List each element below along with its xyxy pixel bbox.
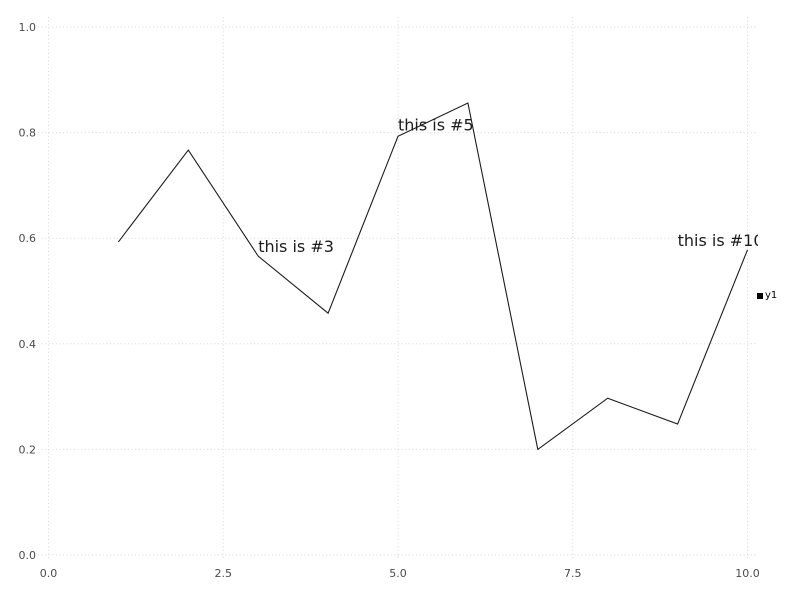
x-tick-label: 10.0 <box>735 567 760 580</box>
annotation-label: this is #10 <box>678 231 764 250</box>
y-tick-label: 1.0 <box>19 21 37 34</box>
y-tick-label: 0.8 <box>19 127 37 140</box>
x-tick-label: 0.0 <box>40 567 58 580</box>
series-line-y1 <box>117 102 749 451</box>
y-tick-label: 0.2 <box>19 443 37 456</box>
legend: y1 <box>757 290 777 302</box>
y-tick-label: 0.6 <box>19 232 37 245</box>
x-tick-label: 2.5 <box>215 567 233 580</box>
x-tick-label: 5.0 <box>389 567 407 580</box>
x-tick-label: 7.5 <box>564 567 582 580</box>
annotation-label: this is #3 <box>258 237 334 256</box>
legend-key-square-icon <box>757 293 763 299</box>
annotation-label: this is #5 <box>398 115 474 134</box>
legend-series-label: y1 <box>765 290 778 301</box>
y-tick-label: 0.4 <box>19 338 37 351</box>
y-tick-label: 0.0 <box>19 549 37 562</box>
